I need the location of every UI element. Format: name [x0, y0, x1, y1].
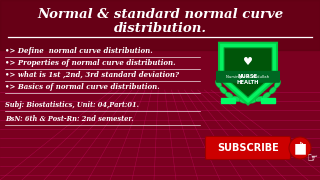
- Text: BsN: 6th & Post-Rn: 2nd semester.: BsN: 6th & Post-Rn: 2nd semester.: [5, 115, 133, 123]
- Ellipse shape: [269, 87, 276, 94]
- Ellipse shape: [225, 92, 233, 99]
- FancyBboxPatch shape: [205, 136, 291, 159]
- Text: •> Define  normal curve distribution.: •> Define normal curve distribution.: [5, 47, 153, 55]
- FancyBboxPatch shape: [216, 71, 280, 83]
- Text: •> Properties of normal curve distribution.: •> Properties of normal curve distributi…: [5, 59, 176, 67]
- Text: •> what is 1st ,2nd, 3rd standard deviation?: •> what is 1st ,2nd, 3rd standard deviat…: [5, 71, 179, 79]
- Ellipse shape: [220, 87, 227, 94]
- Text: Normal & standard normal curve: Normal & standard normal curve: [37, 8, 283, 21]
- Circle shape: [289, 137, 311, 159]
- Text: ■: ■: [293, 141, 307, 155]
- Ellipse shape: [240, 98, 249, 103]
- Ellipse shape: [274, 80, 281, 88]
- Text: distribution.: distribution.: [114, 21, 206, 35]
- Bar: [261, 98, 275, 102]
- Ellipse shape: [255, 96, 264, 102]
- Text: HEALTH: HEALTH: [237, 80, 259, 86]
- Polygon shape: [219, 43, 277, 105]
- Text: NURSE: NURSE: [238, 73, 258, 78]
- Ellipse shape: [215, 80, 222, 88]
- Text: ☞: ☞: [306, 152, 318, 165]
- Bar: [221, 98, 235, 102]
- Bar: [0, 0, 320, 50]
- Text: SUBSCRIBE: SUBSCRIBE: [217, 143, 279, 153]
- Text: •> Basics of normal curve distribution.: •> Basics of normal curve distribution.: [5, 83, 160, 91]
- Text: Nursing with Abdullah: Nursing with Abdullah: [227, 75, 269, 79]
- Text: ♥: ♥: [243, 57, 253, 67]
- Ellipse shape: [232, 96, 241, 102]
- Ellipse shape: [263, 92, 271, 99]
- Polygon shape: [224, 48, 272, 98]
- Text: ♪: ♪: [296, 142, 304, 152]
- Text: Subj: Biostatistics, Unit: 04,Part:01.: Subj: Biostatistics, Unit: 04,Part:01.: [5, 101, 139, 109]
- Ellipse shape: [247, 98, 256, 103]
